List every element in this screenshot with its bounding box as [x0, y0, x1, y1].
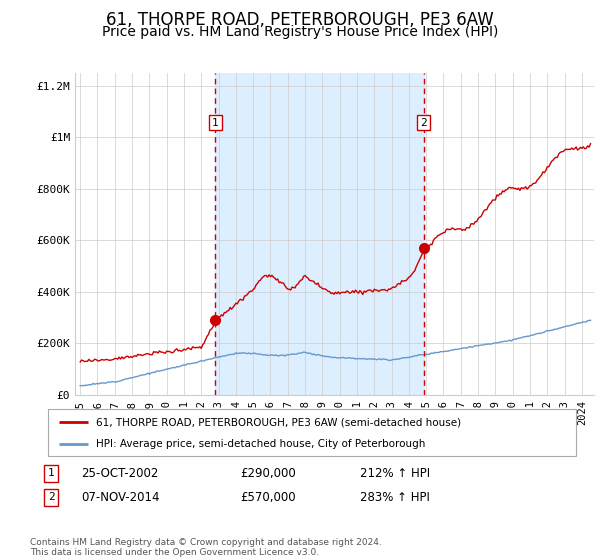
Text: Contains HM Land Registry data © Crown copyright and database right 2024.
This d: Contains HM Land Registry data © Crown c… — [30, 538, 382, 557]
Text: 283% ↑ HPI: 283% ↑ HPI — [360, 491, 430, 504]
Text: £570,000: £570,000 — [240, 491, 296, 504]
Text: 25-OCT-2002: 25-OCT-2002 — [81, 466, 158, 480]
Text: 61, THORPE ROAD, PETERBOROUGH, PE3 6AW (semi-detached house): 61, THORPE ROAD, PETERBOROUGH, PE3 6AW (… — [95, 417, 461, 427]
Text: 61, THORPE ROAD, PETERBOROUGH, PE3 6AW: 61, THORPE ROAD, PETERBOROUGH, PE3 6AW — [106, 11, 494, 29]
Text: 212% ↑ HPI: 212% ↑ HPI — [360, 466, 430, 480]
Text: 1: 1 — [47, 468, 55, 478]
Text: 1: 1 — [212, 118, 219, 128]
Text: HPI: Average price, semi-detached house, City of Peterborough: HPI: Average price, semi-detached house,… — [95, 439, 425, 449]
Text: 2: 2 — [47, 492, 55, 502]
Bar — [215, 73, 424, 395]
Text: Price paid vs. HM Land Registry's House Price Index (HPI): Price paid vs. HM Land Registry's House … — [102, 25, 498, 39]
Text: 2: 2 — [420, 118, 427, 128]
Text: 07-NOV-2014: 07-NOV-2014 — [81, 491, 160, 504]
Text: £290,000: £290,000 — [240, 466, 296, 480]
